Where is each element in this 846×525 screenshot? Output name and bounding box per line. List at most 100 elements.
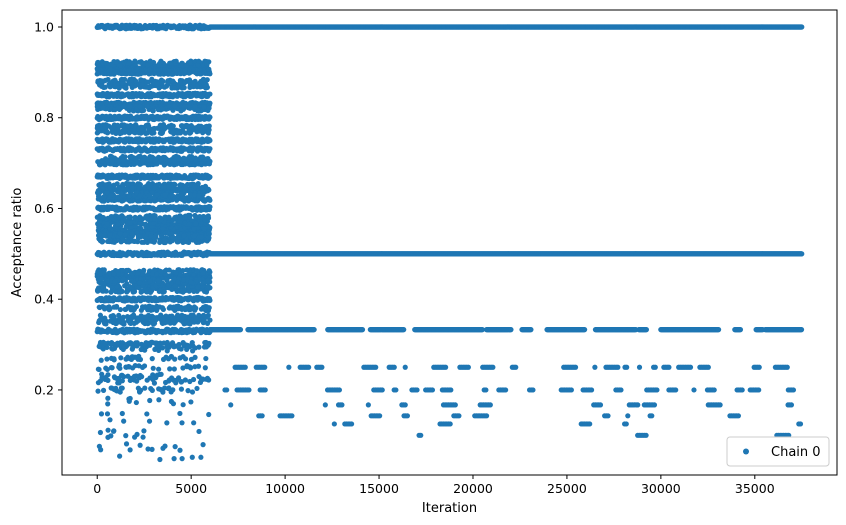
data-point: [153, 157, 159, 163]
data-point: [198, 123, 204, 129]
data-point: [117, 230, 123, 237]
data-points: [94, 22, 805, 463]
data-point: [200, 154, 206, 160]
data-point: [114, 340, 121, 346]
data-point: [137, 153, 143, 159]
data-point: [97, 181, 103, 188]
data-point: [184, 363, 190, 369]
data-point: [206, 268, 212, 274]
data-point: [147, 303, 153, 309]
data-point: [139, 239, 145, 245]
data-point: [146, 85, 152, 91]
data-point: [141, 428, 147, 434]
data-point: [184, 305, 190, 311]
data-point: [99, 233, 105, 239]
data-point: [105, 395, 111, 401]
data-point: [202, 339, 208, 346]
data-point: [115, 380, 121, 386]
data-point: [148, 339, 154, 345]
data-point: [115, 122, 121, 128]
data-point: [136, 353, 142, 359]
data-point: [128, 153, 134, 160]
data-point: [193, 316, 199, 322]
data-point: [168, 353, 174, 360]
data-point: [204, 375, 211, 381]
data-point: [158, 371, 164, 377]
data-point: [178, 316, 185, 322]
data-point: [149, 375, 155, 381]
data-point: [147, 278, 153, 284]
data-point: [177, 215, 183, 221]
data-point: [207, 137, 213, 144]
data-point: [120, 267, 126, 274]
data-point: [171, 344, 177, 350]
data-point: [96, 443, 102, 449]
data-point: [149, 446, 155, 452]
data-point: [120, 315, 126, 321]
data-point: [188, 279, 194, 285]
data-point: [205, 278, 211, 284]
data-point: [207, 114, 213, 120]
data-point: [175, 235, 181, 241]
data-point: [170, 387, 176, 393]
data-point: [207, 146, 213, 152]
data-point: [137, 103, 143, 110]
data-point: [111, 313, 117, 320]
data-point: [181, 104, 188, 110]
data-point: [139, 126, 145, 132]
data-point: [117, 306, 124, 313]
data-point: [177, 447, 183, 453]
data-point: [117, 453, 123, 459]
data-point: [129, 231, 135, 237]
data-point: [181, 341, 187, 348]
data-point: [140, 434, 146, 440]
data-point: [108, 355, 115, 362]
data-point: [157, 122, 163, 128]
data-point: [162, 239, 168, 246]
data-point: [127, 304, 133, 310]
data-point: [120, 276, 127, 282]
data-point: [126, 193, 132, 199]
data-point: [108, 214, 114, 220]
data-point: [195, 284, 201, 290]
data-point: [191, 420, 197, 426]
data-point: [189, 454, 195, 460]
data-point: [118, 190, 124, 197]
data-point: [172, 103, 178, 110]
data-point: [184, 123, 190, 130]
data-point: [127, 103, 133, 110]
data-point: [172, 215, 178, 221]
data-point: [207, 100, 213, 106]
data-point: [157, 456, 163, 463]
data-point: [106, 270, 112, 276]
data-point: [119, 410, 125, 417]
data-point: [147, 397, 153, 404]
data-point: [183, 267, 190, 273]
data-point: [138, 387, 144, 393]
data-point: [188, 312, 194, 318]
data-point: [206, 66, 212, 72]
data-point: [196, 373, 202, 380]
data-point: [169, 192, 175, 198]
data-point: [148, 233, 154, 239]
data-point: [167, 304, 173, 310]
data-point: [179, 456, 185, 462]
data-point: [127, 284, 133, 290]
data-point: [189, 156, 195, 162]
data-point: [162, 385, 168, 391]
data-point: [156, 366, 162, 372]
data-point: [138, 216, 144, 222]
data-point: [123, 364, 129, 370]
data-point: [133, 156, 139, 162]
data-point: [189, 389, 196, 395]
data-point: [189, 339, 195, 346]
data-point: [200, 312, 207, 318]
data-point: [125, 123, 131, 129]
data-point: [187, 181, 193, 188]
data-point: [158, 216, 164, 223]
data-point: [207, 197, 213, 203]
data-point: [148, 386, 154, 392]
data-point: [179, 420, 185, 426]
data-point: [132, 215, 138, 221]
